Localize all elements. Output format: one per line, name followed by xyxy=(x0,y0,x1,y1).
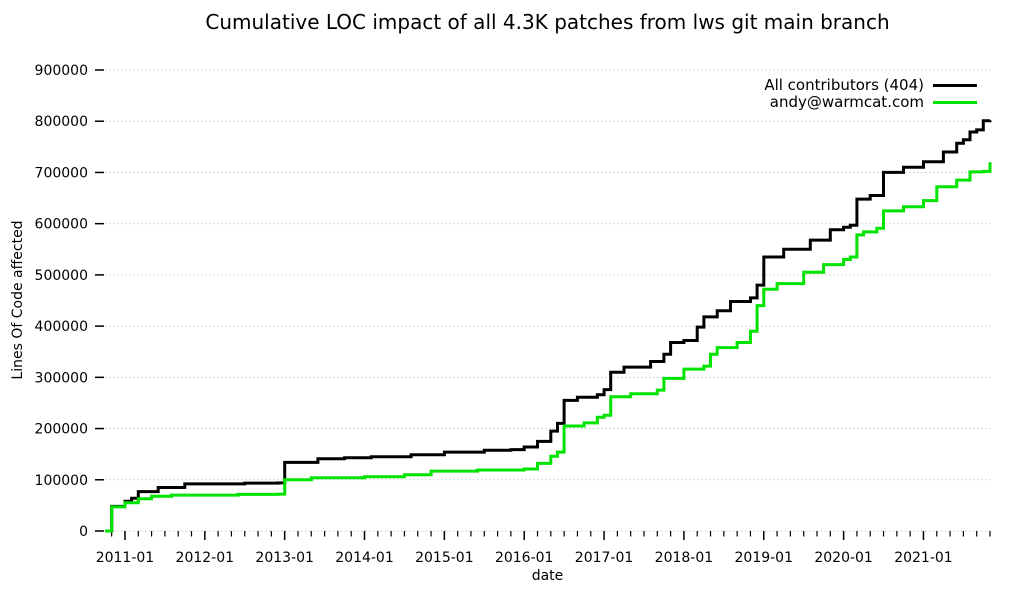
x-tick-label: 2016-01 xyxy=(495,550,554,566)
x-tick-label: 2021-01 xyxy=(894,550,953,566)
x-tick-label: 2019-01 xyxy=(735,550,794,566)
y-tick-label: 300000 xyxy=(35,370,88,386)
x-tick-label: 2011-01 xyxy=(96,550,155,566)
x-tick-label: 2014-01 xyxy=(335,550,394,566)
y-tick-label: 100000 xyxy=(35,473,88,489)
series-line-0 xyxy=(105,119,992,533)
series-line-1 xyxy=(105,162,992,533)
legend-item: andy@warmcat.com xyxy=(764,94,977,111)
y-tick-label: 800000 xyxy=(35,114,88,130)
y-tick-label: 0 xyxy=(79,524,88,540)
chart-title: Cumulative LOC impact of all 4.3K patche… xyxy=(205,10,890,34)
legend: All contributors (404) andy@warmcat.com xyxy=(764,77,977,111)
y-tick-label: 700000 xyxy=(35,165,88,181)
x-tick-label: 2020-01 xyxy=(814,550,873,566)
x-tick-label: 2018-01 xyxy=(655,550,714,566)
legend-label: All contributors (404) xyxy=(764,76,924,94)
y-tick-label: 200000 xyxy=(35,422,88,438)
legend-line-sample xyxy=(933,101,977,104)
y-tick-label: 500000 xyxy=(35,268,88,284)
legend-line-sample xyxy=(933,84,977,87)
y-tick-label: 900000 xyxy=(35,63,88,79)
x-tick-label: 2015-01 xyxy=(415,550,474,566)
legend-label: andy@warmcat.com xyxy=(769,93,924,111)
x-tick-label: 2013-01 xyxy=(255,550,314,566)
x-tick-label: 2017-01 xyxy=(575,550,634,566)
x-axis-label: date xyxy=(531,568,564,584)
x-tick-label: 2012-01 xyxy=(176,550,235,566)
y-tick-label: 600000 xyxy=(35,217,88,233)
legend-item: All contributors (404) xyxy=(764,77,977,94)
y-tick-label: 400000 xyxy=(35,319,88,335)
